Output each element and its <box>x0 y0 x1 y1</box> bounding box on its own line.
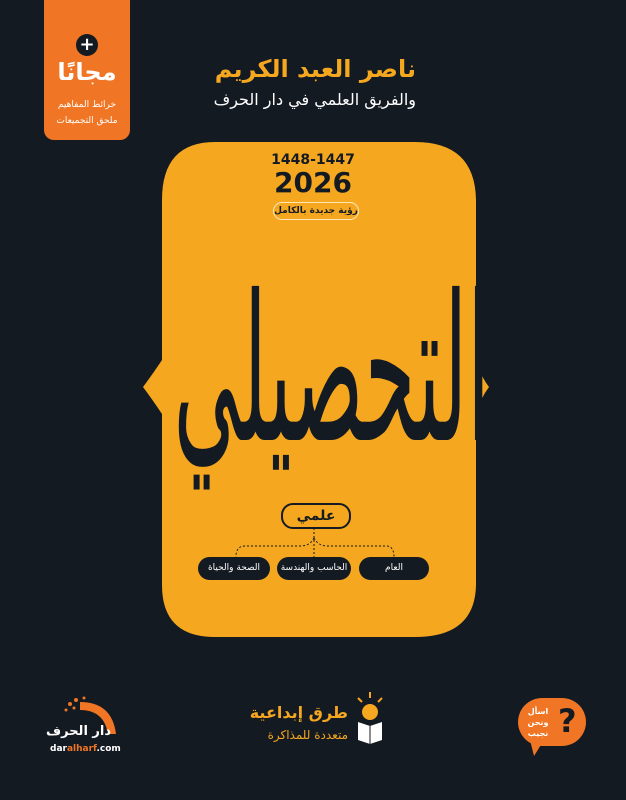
plus-icon: + <box>76 34 98 56</box>
badge-line: ملحق التجميعات <box>56 116 118 126</box>
vision-tag: رؤية جديدة بالكامل <box>273 202 359 220</box>
free-label: مجانًا <box>57 58 117 86</box>
badge-line: خرائط المفاهيم <box>57 100 117 110</box>
url-prefix: dar <box>50 744 67 754</box>
hijri-years: 1448-1447 <box>271 152 355 168</box>
publisher-url: daralharf.com <box>50 744 121 754</box>
ask-us-bubble: اسأل ونحن نجيب ? <box>518 698 586 746</box>
lightbulb-reader-icon <box>357 692 383 744</box>
subject-pill: الصحة والحياة <box>198 557 270 580</box>
subject-pill: العام <box>359 557 429 580</box>
author-name: ناصر العبد الكريم <box>214 55 416 83</box>
url-highlight: alharf <box>66 744 97 754</box>
track-connector <box>235 528 395 558</box>
feature-title: طرق إبداعية <box>249 703 348 722</box>
feature-subtitle: متعددة للمذاكرة <box>267 728 348 742</box>
edition-year: 2026 <box>274 166 352 199</box>
track-label: علمي <box>281 503 351 529</box>
book-title: التحصيلي <box>174 252 490 489</box>
question-mark-icon: ? <box>558 702 577 740</box>
publisher-name: دار الحرف <box>46 724 112 739</box>
subject-pill: الحاسب والهندسة <box>277 557 351 580</box>
bubble-tail <box>530 740 544 756</box>
team-credit: والفريق العلمي في دار الحرف <box>213 90 416 109</box>
url-suffix: .com <box>96 744 121 754</box>
free-bonus-badge: + مجانًا خرائط المفاهيم ملحق التجميعات <box>44 0 130 140</box>
publisher-logo-icon <box>64 696 116 734</box>
ask-text: اسأل ونحن نجيب <box>527 707 549 738</box>
